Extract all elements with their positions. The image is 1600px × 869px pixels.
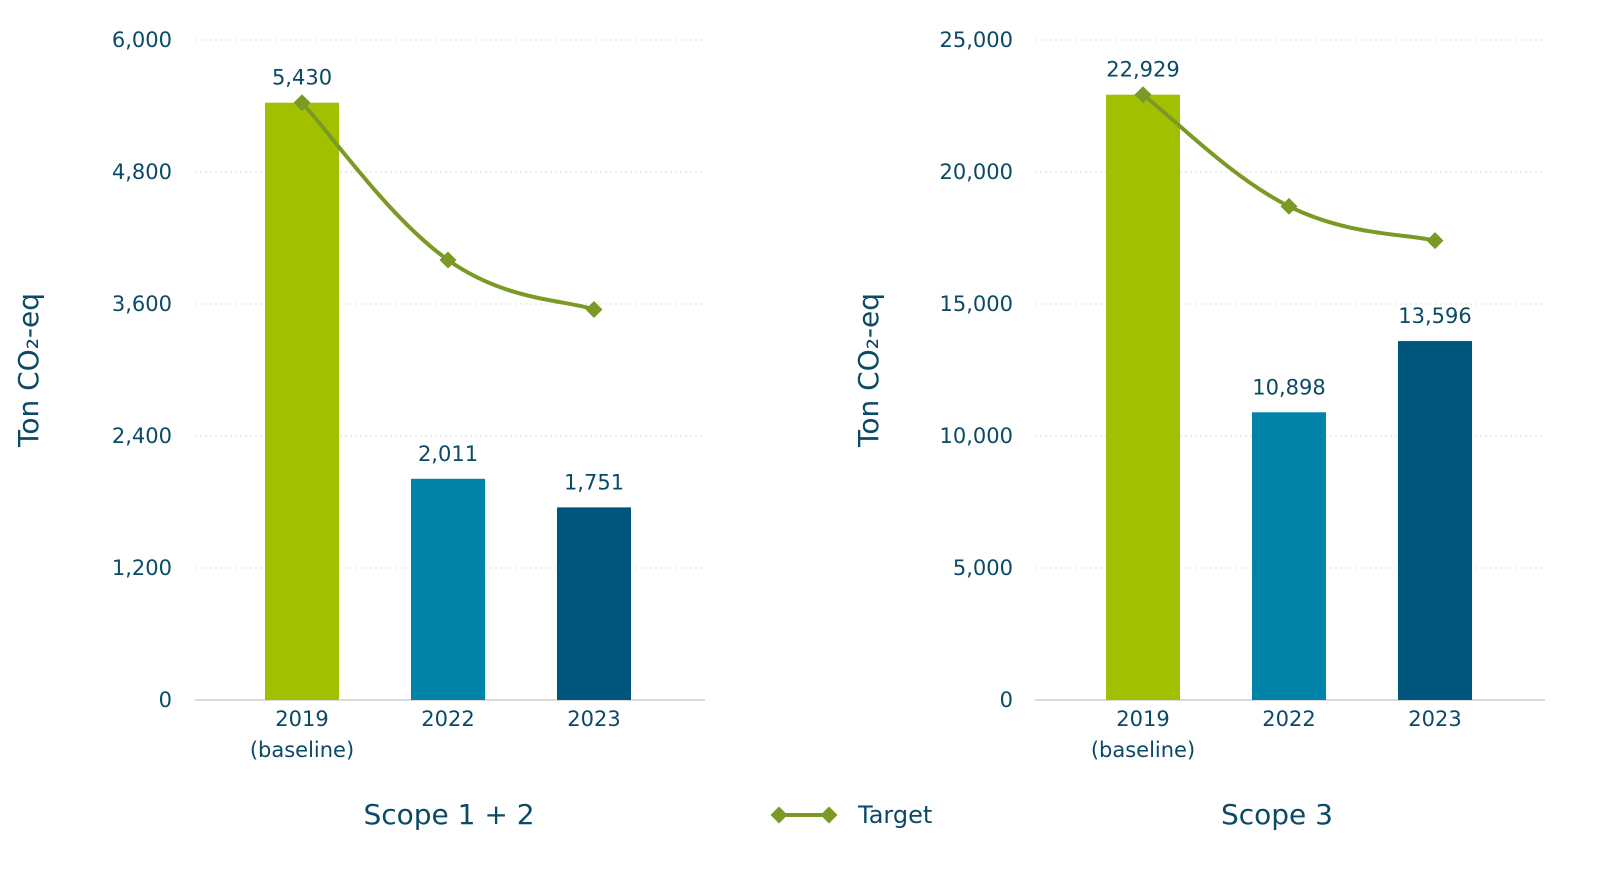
legend-label: Target — [857, 801, 932, 829]
y-tick-label: 4,800 — [112, 160, 172, 184]
x-tick-label: 2023 — [567, 707, 620, 731]
data-label: 22,929 — [1106, 58, 1179, 82]
target-line — [1141, 92, 1437, 243]
bar-2 — [411, 478, 485, 700]
target-marker — [1280, 197, 1298, 215]
chart-panel-2: 0 5,000 10,000 15,000 20,000 25,000 Ton CO₂-eq… — [852, 28, 1545, 831]
x-tick-label: 2019 — [1116, 707, 1169, 731]
legend-marker — [770, 806, 788, 824]
x-tick-label: 2022 — [1262, 707, 1315, 731]
bar-1 — [265, 102, 339, 700]
y-tick-label: 10,000 — [940, 424, 1013, 448]
data-label: 2,011 — [418, 442, 478, 466]
data-label: 10,898 — [1252, 375, 1325, 399]
y-tick-label: 0 — [1000, 688, 1013, 712]
y-tick-label: 25,000 — [940, 28, 1013, 52]
data-label: 5,430 — [272, 66, 332, 90]
x-tick-label: (baseline) — [250, 738, 354, 762]
target-marker — [585, 301, 603, 318]
chart-panel-1: 0 1,200 2,400 3,600 4,800 6,000 Ton CO₂-eq 5,43… — [12, 28, 705, 831]
x-tick-label: 2022 — [421, 707, 474, 731]
legend-marker — [820, 806, 838, 824]
x-tick-label: 2023 — [1408, 707, 1461, 731]
bar-2 — [1252, 412, 1326, 700]
y-axis-title: Ton CO₂-eq — [12, 293, 45, 448]
target-marker — [293, 94, 311, 112]
y-tick-label: 5,000 — [953, 556, 1013, 580]
x-tick-label: 2019 — [275, 707, 328, 731]
y-tick-label: 2,400 — [112, 424, 172, 448]
data-label: 13,596 — [1398, 304, 1471, 328]
target-marker — [1426, 232, 1444, 250]
y-axis-title: Ton CO₂-eq — [852, 293, 885, 448]
bar-3 — [557, 507, 631, 700]
legend: Target — [770, 801, 932, 829]
y-tick-label: 1,200 — [112, 556, 172, 580]
target-line — [300, 100, 596, 312]
target-marker — [439, 251, 457, 269]
chart-title: Scope 3 — [1221, 798, 1333, 831]
x-tick-label: (baseline) — [1091, 738, 1195, 762]
data-label: 1,751 — [564, 470, 624, 494]
chart-title: Scope 1 + 2 — [363, 798, 534, 831]
y-tick-label: 15,000 — [940, 292, 1013, 316]
y-tick-label: 3,600 — [112, 292, 172, 316]
bar-1 — [1106, 94, 1180, 701]
y-tick-label: 20,000 — [940, 160, 1013, 184]
bar-3 — [1398, 341, 1472, 700]
y-tick-label: 6,000 — [112, 28, 172, 52]
y-tick-label: 0 — [159, 688, 172, 712]
